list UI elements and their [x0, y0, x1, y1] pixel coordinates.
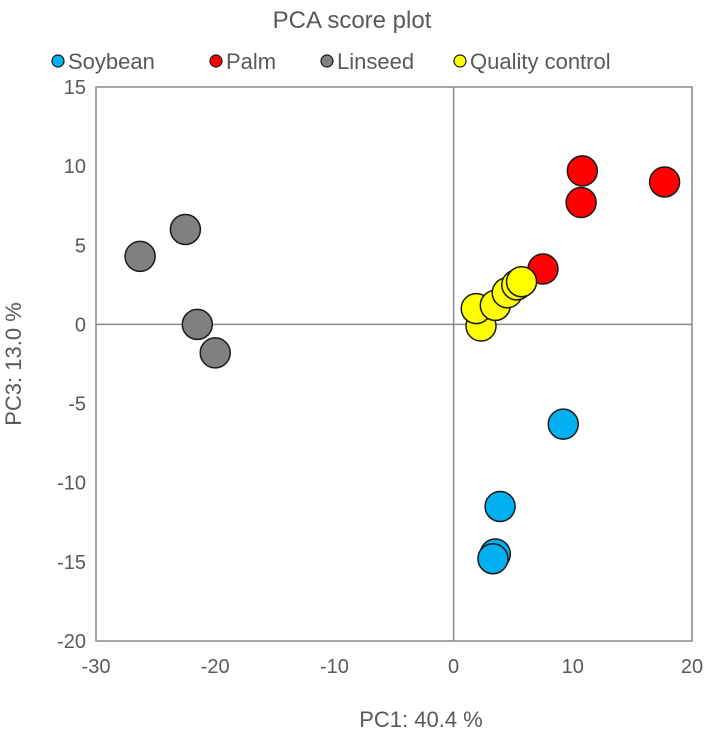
x-tick-label: 20 — [681, 656, 703, 678]
data-point — [484, 490, 516, 523]
x-tick-label: 0 — [448, 656, 459, 678]
data-point — [477, 542, 509, 575]
legend-label: Quality control — [470, 49, 611, 74]
data-points — [124, 155, 681, 575]
plot-border — [95, 86, 693, 642]
data-point — [547, 408, 580, 440]
legend-label: Palm — [226, 49, 276, 74]
x-tick-label: -10 — [320, 656, 349, 678]
data-point — [181, 308, 214, 341]
chart-title: PCA score plot — [273, 7, 432, 34]
x-axis-ticks: -30 -20 -10 0 10 20 — [82, 656, 704, 678]
legend-item-soybean: Soybean — [51, 49, 155, 74]
legend-marker — [51, 54, 65, 68]
y-tick-label: 0 — [75, 314, 86, 336]
legend-marker — [320, 54, 334, 68]
data-point — [565, 186, 597, 219]
legend-item-quality-control: Quality control — [453, 49, 611, 74]
data-point — [566, 155, 599, 187]
legend-marker — [209, 54, 223, 68]
plot-area — [95, 86, 693, 642]
legend-item-palm: Palm — [209, 49, 276, 74]
y-tick-label: -5 — [68, 394, 86, 416]
zero-lines — [96, 87, 692, 641]
series-linseed — [124, 213, 231, 369]
y-tick-label: 15 — [64, 77, 86, 99]
x-tick-label: -20 — [201, 656, 230, 678]
x-tick-label: -30 — [82, 656, 111, 678]
data-point — [199, 337, 231, 369]
series-quality-control — [460, 265, 538, 342]
y-tick-label: -15 — [57, 552, 86, 574]
x-tick-label: 10 — [562, 656, 584, 678]
y-tick-label: 10 — [64, 156, 86, 178]
data-point — [169, 213, 202, 246]
legend-item-linseed: Linseed — [320, 49, 414, 74]
y-axis-label: PC3: 13.0 % — [1, 302, 26, 426]
data-point — [648, 166, 681, 198]
legend-marker — [453, 54, 467, 68]
series-soybean — [477, 408, 580, 575]
legend: Soybean Palm Linseed Quality control — [51, 49, 611, 74]
y-tick-label: -20 — [57, 631, 86, 653]
legend-label: Soybean — [68, 49, 155, 74]
data-point — [505, 265, 538, 298]
legend-label: Linseed — [337, 49, 414, 74]
y-tick-label: 5 — [75, 235, 86, 257]
data-point — [124, 240, 156, 273]
y-tick-label: -10 — [57, 473, 86, 495]
series-palm — [527, 155, 681, 285]
x-axis-label: PC1: 40.4 % — [359, 707, 483, 732]
y-axis-ticks: 15 10 5 0 -5 -10 -15 -20 — [57, 77, 86, 653]
